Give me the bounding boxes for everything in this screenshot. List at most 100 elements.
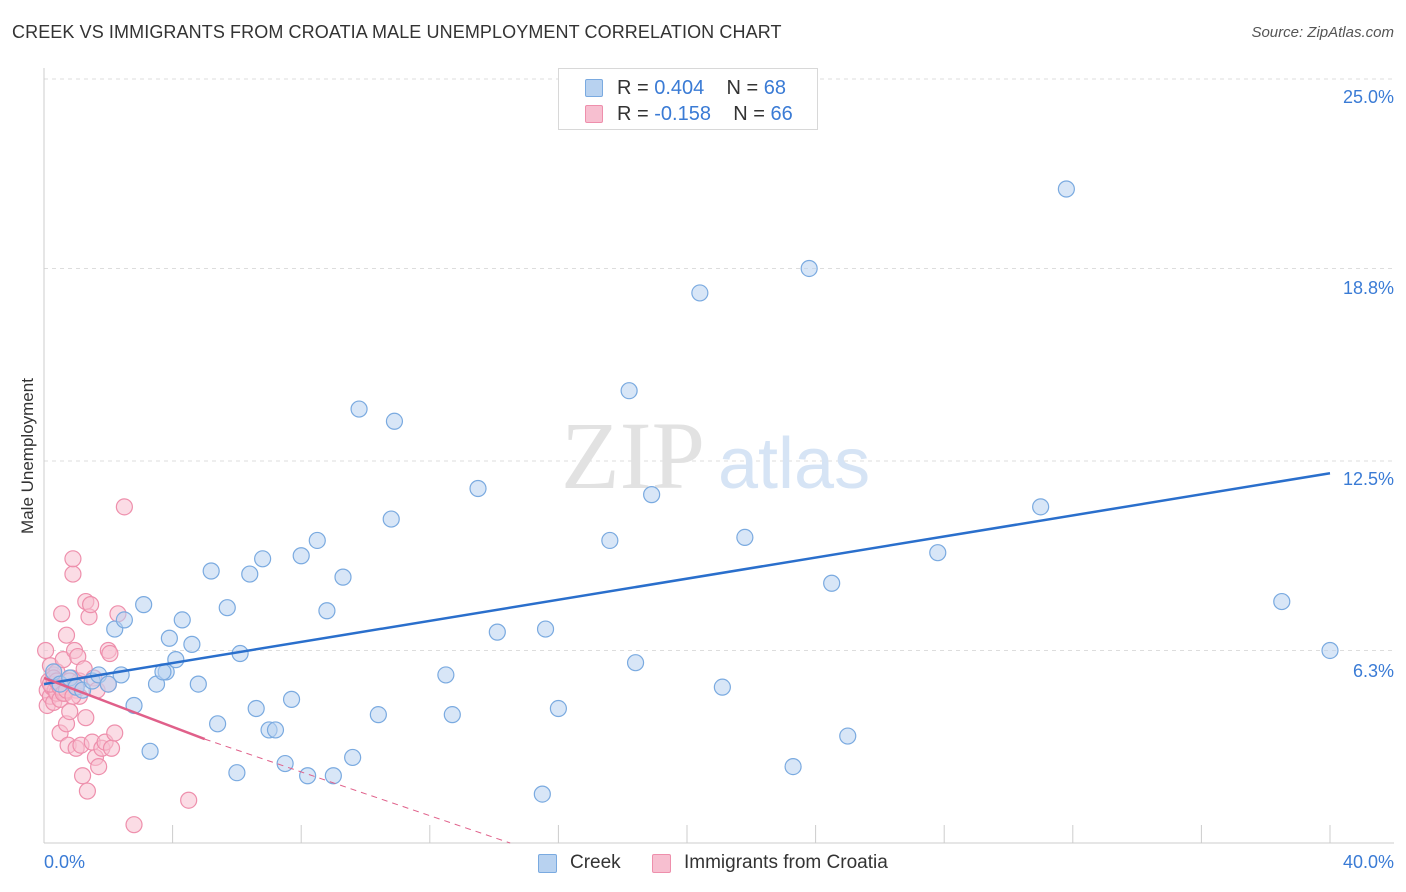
series-legend: Creek Immigrants from Croatia <box>0 852 1406 878</box>
creek-point <box>183 635 201 653</box>
axes <box>43 68 1394 844</box>
croatia-point <box>115 498 133 516</box>
croatia-point <box>57 626 76 644</box>
creek-point <box>308 531 326 550</box>
creek-point <box>382 510 400 528</box>
croatia-point <box>180 791 198 809</box>
creek-swatch <box>585 79 603 97</box>
creek-point <box>282 690 301 708</box>
croatia-point <box>61 702 79 721</box>
croatia-point <box>64 550 82 568</box>
creek-point <box>929 544 947 562</box>
creek-point <box>784 757 802 776</box>
creek-point <box>443 706 461 724</box>
x-tick-max: 40.0% <box>1342 852 1394 872</box>
source-label: Source: ZipAtlas.com <box>1251 24 1394 41</box>
creek-point <box>533 785 551 803</box>
y-tick-12-5: 12.5% <box>1342 469 1394 489</box>
creek-point <box>292 547 310 565</box>
chart-title: CREEK VS IMMIGRANTS FROM CROATIA MALE UN… <box>12 22 782 42</box>
creek-point <box>135 596 153 614</box>
creek-point <box>247 699 265 718</box>
creek-point <box>369 706 387 724</box>
creek-point <box>691 284 709 302</box>
correlation-legend: R = 0.404 N = 68 R = -0.158 N = 66 <box>558 68 818 130</box>
n-label: N = <box>726 77 764 99</box>
creek-point <box>202 562 220 580</box>
creek-point <box>344 748 362 767</box>
croatia-point <box>82 596 100 614</box>
creek-point <box>218 599 236 617</box>
croatia-point <box>37 641 55 660</box>
creek-point <box>549 699 568 718</box>
croatia-point <box>64 565 82 583</box>
creek-point <box>254 550 272 568</box>
creek-point <box>173 611 191 629</box>
croatia-trendline-extension <box>204 738 511 844</box>
creek-point <box>385 412 404 430</box>
creek-point <box>115 611 133 629</box>
croatia-point <box>73 767 92 785</box>
creek-point <box>299 767 317 785</box>
y-tick-25: 25.0% <box>1342 87 1394 107</box>
legend-text-croatia: R = -0.158 N = 66 <box>617 103 793 126</box>
creek-point <box>736 528 754 547</box>
creek-point <box>800 259 818 278</box>
croatia-point <box>77 709 95 727</box>
trendlines <box>43 471 1331 844</box>
creek-point <box>350 400 368 418</box>
creek-point <box>167 651 185 669</box>
n-value: 68 <box>763 77 787 99</box>
gridlines <box>44 78 1394 651</box>
creek-point <box>276 754 294 773</box>
watermark-zip: ZIP <box>561 402 705 509</box>
creek-point <box>536 620 555 638</box>
n-label: N = <box>733 103 771 125</box>
croatia-trendline <box>43 676 206 741</box>
creek-point <box>334 568 352 586</box>
croatia-legend-swatch <box>652 854 671 873</box>
creek-point <box>1057 180 1075 198</box>
watermark-atlas: atlas <box>718 424 870 504</box>
creek-point <box>839 727 857 745</box>
x-tick-min: 0.0% <box>44 852 86 872</box>
creek-point <box>141 742 159 760</box>
creek-point <box>1032 498 1050 516</box>
creek-point <box>1273 592 1291 611</box>
creek-point <box>324 767 342 785</box>
croatia-point <box>125 816 143 834</box>
creek-point <box>437 666 455 684</box>
legend-text-creek: R = 0.404 N = 68 <box>617 77 786 100</box>
creek-point <box>266 721 285 739</box>
y-tick-6-3: 6.3% <box>1352 661 1394 681</box>
watermark: ZIP atlas <box>561 402 870 509</box>
creek-trendline <box>43 471 1331 686</box>
creek-point <box>318 602 336 620</box>
croatia-point <box>53 605 71 623</box>
croatia-point <box>102 739 121 757</box>
creek-point <box>469 479 487 498</box>
series-creek-points <box>45 180 1339 803</box>
r-value: 0.404 <box>654 77 705 99</box>
creek-point <box>620 382 638 400</box>
creek-point <box>241 565 259 583</box>
creek-point <box>189 675 207 693</box>
croatia-point <box>78 782 97 800</box>
creek-legend-swatch <box>538 854 557 873</box>
creek-point <box>626 654 645 672</box>
n-value: 66 <box>770 103 793 125</box>
creek-point <box>228 764 246 782</box>
creek-point <box>601 531 619 550</box>
creek-legend-label: Creek <box>570 852 621 873</box>
croatia-point <box>106 724 124 742</box>
creek-point <box>209 715 227 733</box>
creek-point <box>713 678 731 696</box>
creek-point <box>1321 641 1339 660</box>
y-tick-18-8: 18.8% <box>1342 278 1394 298</box>
r-label: R = <box>617 103 655 125</box>
creek-point <box>643 486 661 504</box>
creek-point <box>488 623 506 641</box>
creek-point <box>99 675 117 693</box>
r-value: -0.158 <box>654 103 711 125</box>
